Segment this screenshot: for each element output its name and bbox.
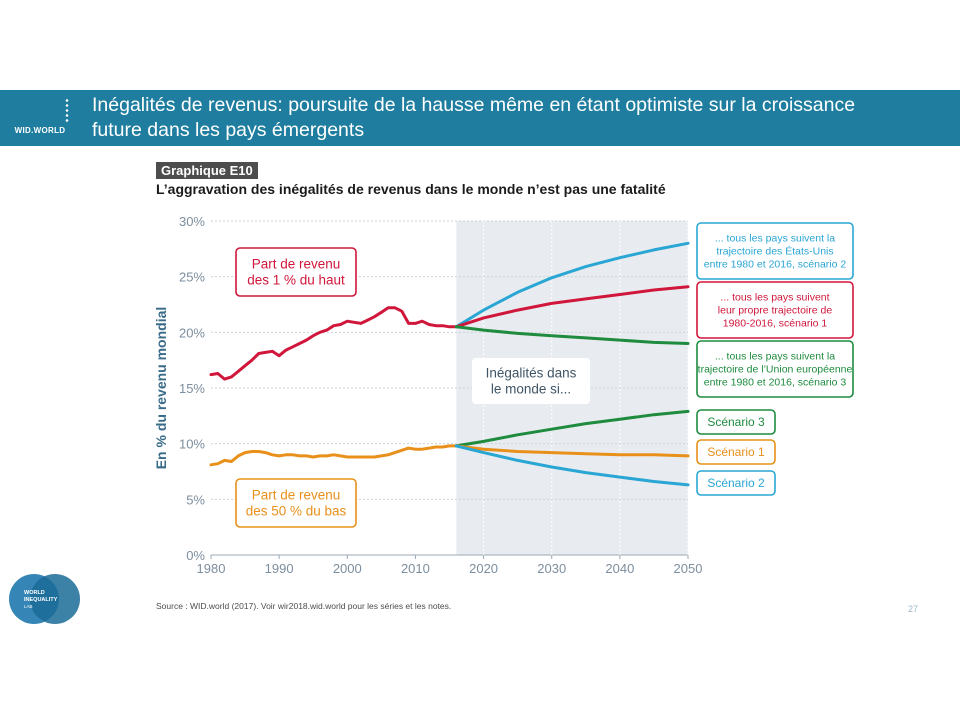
y-axis-label: En % du revenu mondial — [153, 307, 169, 470]
bottom50-label-box — [235, 478, 357, 528]
figure-subtitle: L’aggravation des inégalités de revenus … — [156, 181, 666, 197]
slide-title: Inégalités de revenus: poursuite de la h… — [92, 93, 942, 143]
y-tick-label: 5% — [186, 492, 205, 507]
scenario1-top-text: 1980-2016, scénario 1 — [723, 318, 828, 330]
scenario1-top-box — [696, 281, 854, 339]
center-label-text: le monde si... — [491, 382, 571, 397]
series-line-bottom50_scenario2 — [454, 444, 690, 487]
source-note: Source : WID.world (2017). Voir wir2018.… — [156, 601, 452, 611]
x-tick-label: 2040 — [605, 561, 634, 576]
wil-logo-line1: WORLD — [24, 590, 45, 596]
scenario1-top-text: leur propre trajectoire de — [718, 305, 833, 317]
series-line-top1_scenario1 — [454, 285, 690, 329]
wil-logo-icon: WORLD INEQUALITY LAB — [9, 574, 80, 624]
wil-logo-line3: LAB — [24, 604, 33, 609]
top1-label-box — [235, 247, 357, 297]
scenario2-bottom-box — [696, 470, 776, 496]
scenario2-bottom-text: Scénario 2 — [707, 476, 765, 490]
logo-dots-icon — [64, 98, 70, 124]
scenario2-top-box — [696, 222, 854, 280]
x-tick-label: 2050 — [674, 561, 703, 576]
y-tick-label: 30% — [179, 214, 205, 229]
series-line-top1 — [209, 306, 458, 381]
x-tick-label: 2020 — [469, 561, 498, 576]
bottom50-label-text: des 50 % du bas — [246, 504, 347, 519]
top1-label-text: Part de revenu — [252, 257, 341, 272]
top1-label-text: des 1 % du haut — [247, 273, 345, 288]
scenario2-top-text: ... tous les pays suivent la — [715, 233, 835, 245]
y-tick-label: 20% — [179, 325, 205, 340]
scenario3-top-text: ... tous les pays suivent la — [715, 351, 835, 363]
scenario2-top-text: trajectoire des États-Unis — [716, 245, 833, 258]
x-tick-label: 2030 — [537, 561, 566, 576]
scenario3-top-box — [696, 340, 854, 398]
y-tick-label: 15% — [179, 381, 205, 396]
scenario3-top-text: entre 1980 et 2016, scénario 3 — [704, 377, 847, 389]
projection-area — [456, 221, 688, 555]
series-line-top1_scenario3 — [454, 325, 690, 345]
scenario3-bottom-text: Scénario 3 — [707, 415, 765, 429]
y-tick-label: 10% — [179, 437, 205, 452]
figure-label: Graphique E10 — [156, 162, 258, 179]
scenario3-bottom-box — [696, 409, 776, 435]
series-line-top1_scenario2 — [454, 241, 690, 329]
series-line-bottom50 — [209, 444, 458, 467]
scenario2-top-text: entre 1980 et 2016, scénario 2 — [704, 259, 847, 271]
x-tick-label: 2000 — [333, 561, 362, 576]
slide-title-line2: future dans les pays émergents — [92, 119, 365, 141]
y-tick-label: 0% — [186, 548, 205, 563]
wid-logo-text: WID.WORLD — [14, 126, 66, 135]
scenario1-top-text: ... tous les pays suivent — [720, 292, 829, 304]
wid-world-logo: WID.WORLD — [8, 96, 72, 140]
series-line-bottom50_scenario1 — [454, 444, 690, 458]
page-number: 27 — [908, 604, 919, 614]
slide-title-line1: Inégalités de revenus: poursuite de la h… — [92, 94, 856, 116]
scenario1-bottom-box — [696, 439, 776, 465]
x-tick-label: 1990 — [265, 561, 294, 576]
bottom50-label-text: Part de revenu — [252, 488, 341, 503]
center-label-text: Inégalités dans — [486, 366, 577, 381]
scenario1-bottom-text: Scénario 1 — [707, 445, 765, 459]
x-tick-label: 1980 — [197, 561, 226, 576]
series-line-bottom50_scenario3 — [454, 409, 690, 448]
x-tick-label: 2010 — [401, 561, 430, 576]
center-label-box — [472, 358, 590, 404]
scenario3-top-text: trajectoire de l’Union européenne — [698, 364, 853, 376]
y-tick-label: 25% — [179, 270, 205, 285]
slide-header: WID.WORLD Inégalités de revenus: poursui… — [0, 90, 960, 146]
world-inequality-lab-logo: WORLD INEQUALITY LAB — [8, 572, 82, 626]
wil-logo-line2: INEQUALITY — [24, 597, 58, 603]
